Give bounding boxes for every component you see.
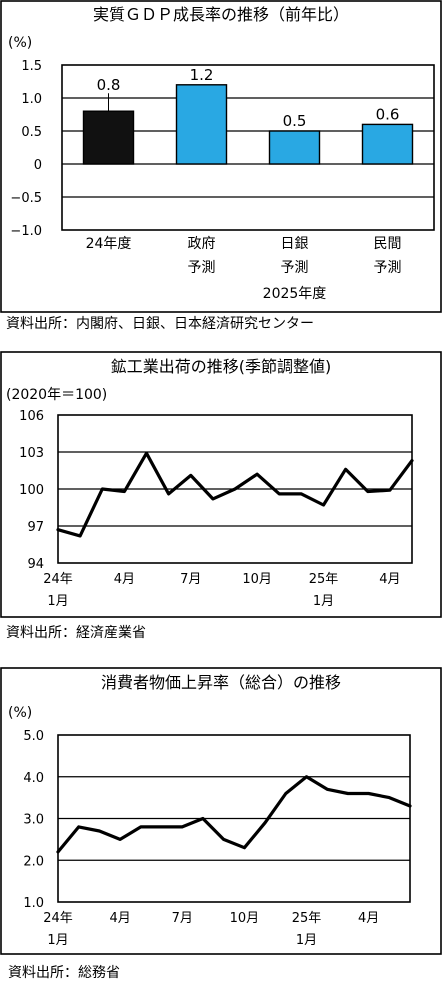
cpi-x-tick-label: 1月: [47, 933, 68, 948]
gdp-bar: [175, 84, 228, 165]
gdp-category-label: 予測: [374, 260, 402, 276]
gdp-bar-value-label: 0.5: [283, 112, 307, 130]
ip-y-unit: (2020年＝100): [6, 387, 107, 403]
gdp-y-tick-label: −0.5: [10, 191, 42, 206]
cpi-y-tick-label: 3.0: [23, 813, 44, 828]
ip-x-tick-label: 1月: [313, 594, 334, 609]
cpi-source: 資料出所：総務省: [8, 965, 120, 981]
gdp-category-label: 政府: [188, 236, 216, 252]
cpi-plot-area: [57, 734, 411, 903]
cpi-y-unit: (%): [8, 705, 32, 721]
gdp-y-tick-label: −1.0: [10, 224, 42, 239]
cpi-y-tick-label: 2.0: [23, 854, 44, 869]
cpi-x-tick-label: 1月: [296, 933, 317, 948]
ip-chart-title: 鉱工業出荷の推移(季節調整値): [111, 357, 332, 376]
ip-chart-frame: [0, 351, 442, 618]
gdp-group-label: 2025年度: [263, 286, 327, 302]
gdp-bar: [82, 110, 135, 165]
ip-y-tick-label: 94: [27, 557, 44, 572]
gdp-category-label: 民間: [374, 236, 402, 252]
gdp-bar-value-label: 0.8: [97, 76, 121, 94]
ip-plot-area: [57, 414, 413, 564]
gdp-category-label: 日銀: [281, 236, 309, 252]
ip-x-tick-label: 10月: [242, 572, 272, 587]
ip-source: 資料出所：経済産業省: [6, 625, 146, 641]
cpi-x-tick-label: 25年: [292, 911, 322, 926]
cpi-chart-frame: [0, 667, 442, 955]
ip-y-tick-label: 100: [19, 483, 44, 498]
gdp-bar: [361, 123, 414, 165]
cpi-x-tick-label: 10月: [230, 911, 260, 926]
gdp-category-label: 予測: [188, 260, 216, 276]
cpi-x-tick-label: 24年: [43, 911, 73, 926]
gdp-y-tick-label: 1.5: [21, 59, 42, 74]
ip-x-tick-label: 24年: [43, 572, 73, 587]
gdp-chart-title: 実質ＧＤＰ成長率の推移（前年比）: [93, 5, 349, 24]
ip-y-tick-label: 97: [27, 520, 44, 535]
gdp-y-tick-label: 0.5: [21, 125, 42, 140]
cpi-x-tick-label: 4月: [109, 911, 130, 926]
ip-y-tick-label: 106: [19, 409, 44, 424]
gdp-y-tick-label: 1.0: [21, 92, 42, 107]
ip-y-tick-label: 103: [19, 446, 44, 461]
cpi-chart-title: 消費者物価上昇率（総合）の推移: [101, 673, 341, 692]
ip-x-tick-label: 4月: [114, 572, 135, 587]
gdp-y-unit: (%): [8, 35, 32, 51]
cpi-series-line: [56, 775, 412, 854]
ip-x-tick-label: 7月: [180, 572, 201, 587]
gdp-bar-value-label: 1.2: [190, 66, 214, 84]
gdp-category-label: 予測: [281, 260, 309, 276]
cpi-y-tick-label: 1.0: [23, 896, 44, 911]
cpi-x-tick-label: 4月: [358, 911, 379, 926]
ip-x-tick-label: 1月: [47, 594, 68, 609]
ip-x-tick-label: 25年: [309, 572, 339, 587]
cpi-y-tick-label: 5.0: [23, 729, 44, 744]
gdp-y-tick-label: 0: [34, 158, 42, 173]
ip-x-tick-label: 4月: [379, 572, 400, 587]
gdp-bar-value-label: 0.6: [376, 105, 400, 123]
cpi-y-tick-label: 4.0: [23, 771, 44, 786]
ip-series-line: [56, 451, 414, 538]
gdp-source: 資料出所：内閣府、日銀、日本経済研究センター: [6, 316, 314, 332]
gdp-bar: [268, 130, 321, 165]
gdp-category-label: 24年度: [86, 236, 132, 252]
cpi-x-tick-label: 7月: [172, 911, 193, 926]
gdp-plot-area: [61, 64, 435, 231]
